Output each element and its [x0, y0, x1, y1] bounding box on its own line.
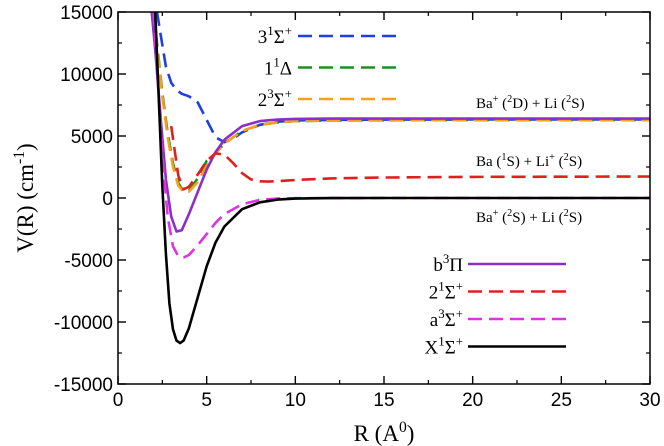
- legend-label-s11Delta: 11Δ: [264, 55, 292, 80]
- legend-label-s31Sigma: 31Σ+: [258, 23, 292, 48]
- axis-ticks: 0 5 10 15 20 25 30 -15000 -10000 -5000 0 5000 10000 1…: [54, 3, 661, 411]
- legend-label-a3Sigma: a3Σ+: [430, 306, 463, 331]
- y-tick-label: -10000: [54, 313, 113, 334]
- series-line-s21Sigma: [169, 125, 650, 191]
- y-axis-title: V(R) (cm-1): [11, 143, 38, 252]
- y-tick-label: 0: [102, 189, 113, 210]
- series-line-a3Sigma: [152, 12, 650, 259]
- x-tick-label: 5: [201, 390, 212, 411]
- legend-label-s23Sigma: 23Σ+: [258, 86, 292, 111]
- y-tick-label: 5000: [71, 127, 113, 148]
- legend-label-s21Sigma: 21Σ+: [429, 279, 463, 304]
- y-tick-label: -5000: [64, 251, 113, 272]
- x-axis-title: R (A0): [354, 419, 415, 446]
- x-tick-label: 30: [639, 390, 660, 411]
- annotation-asym-mid: Ba (1S) + Li+ (2S): [476, 152, 582, 170]
- annotation-asym-low: Ba+ (2S) + Li (2S): [476, 208, 582, 226]
- legend: 31Σ+ 11Δ 23Σ+ b3Π 21Σ+a3Σ+ X1Σ+: [258, 23, 566, 359]
- x-tick-label: 25: [551, 390, 572, 411]
- legend-label-b3Pi: b3Π: [433, 251, 463, 276]
- y-tick-label: -15000: [54, 375, 113, 396]
- y-tick-label: 10000: [60, 65, 113, 86]
- series-line-s31Sigma: [155, 12, 650, 144]
- series-layer: [150, 12, 650, 345]
- x-tick-label: 20: [462, 390, 483, 411]
- x-tick-label: 0: [113, 390, 124, 411]
- x-tick-label: 10: [285, 390, 306, 411]
- legend-label-X1Sigma: X1Σ+: [424, 334, 463, 359]
- x-tick-label: 15: [373, 390, 394, 411]
- series-line-X1Sigma: [153, 12, 650, 345]
- asymptote-labels: Ba+ (2D) + Li (2S) Ba (1S) + Li+ (2S) Ba+ …: [476, 94, 585, 226]
- annotation-asym-top: Ba+ (2D) + Li (2S): [476, 94, 585, 112]
- y-tick-label: 15000: [60, 3, 113, 24]
